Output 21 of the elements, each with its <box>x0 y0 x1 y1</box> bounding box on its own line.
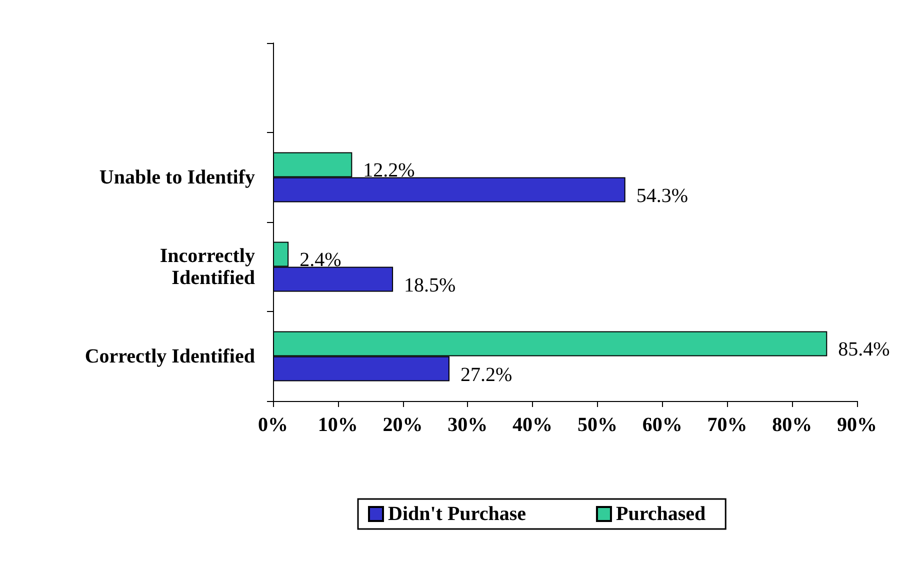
y-tick-label: Incorrectly Identified <box>160 244 255 289</box>
x-tick-label: 80% <box>772 414 812 436</box>
data-label: 2.4% <box>300 249 342 272</box>
x-tick-label: 60% <box>642 414 682 436</box>
x-tick-label: 70% <box>707 414 748 436</box>
data-label: 85.4% <box>838 338 890 361</box>
x-tick-label: 20% <box>382 414 423 436</box>
y-tick-label: Unable to Identify <box>99 166 255 188</box>
legend-label: Didn't Purchase <box>388 503 526 525</box>
y-tick-label: Correctly Identified <box>84 345 255 368</box>
data-label: 18.5% <box>404 274 456 296</box>
data-label: 54.3% <box>636 184 688 207</box>
x-tick-label: 10% <box>318 414 358 436</box>
legend-label: Purchased <box>616 503 706 525</box>
data-label: 27.2% <box>460 364 512 386</box>
x-tick-label: 40% <box>512 414 553 436</box>
x-tick-label: 30% <box>448 414 488 436</box>
x-tick-label: 0% <box>258 414 288 436</box>
data-label: 12.2% <box>363 160 415 182</box>
x-tick-label: 50% <box>577 414 618 436</box>
x-tick-label: 90% <box>837 414 877 436</box>
